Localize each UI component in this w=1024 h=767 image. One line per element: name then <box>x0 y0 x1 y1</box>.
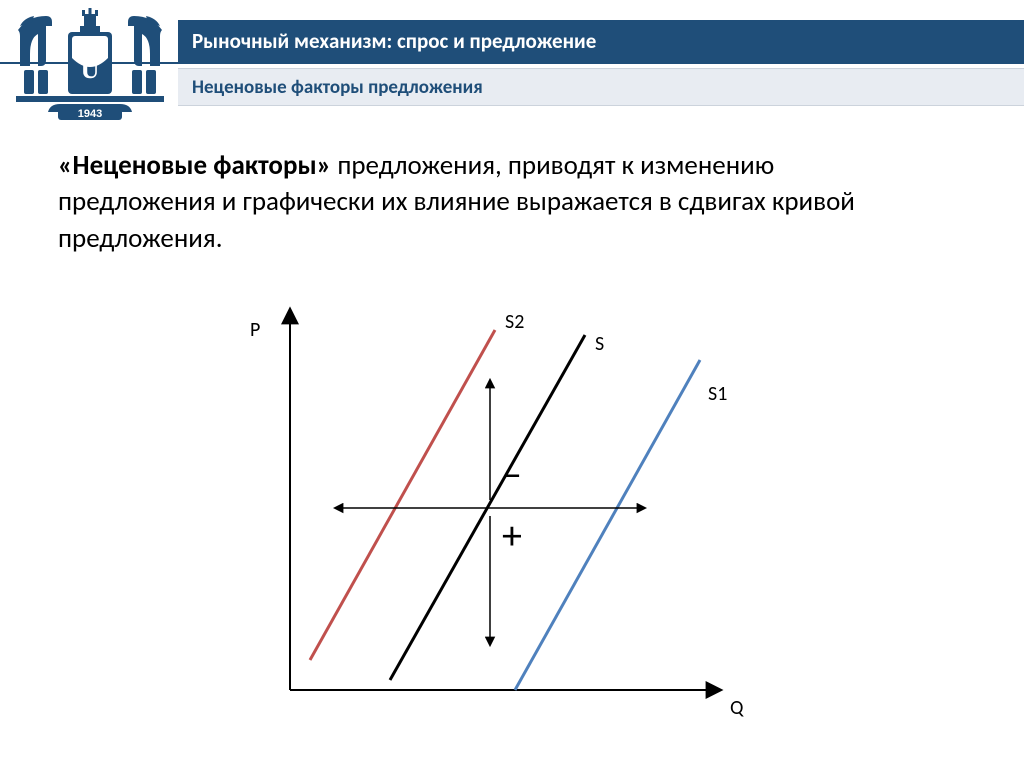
plus-sign: + <box>502 516 522 556</box>
label-s: S <box>595 332 604 356</box>
logo-year: 1943 <box>78 108 102 120</box>
university-logo: U 1943 <box>10 8 170 123</box>
body-lead-bold: «Неценовые факторы» <box>58 149 331 182</box>
label-s2: S2 <box>505 310 524 334</box>
svg-text:U: U <box>81 55 100 84</box>
slide-subtitle-band: Неценовые факторы предложения <box>178 68 1024 106</box>
minus-sign: – <box>502 454 522 494</box>
curve-s2 <box>310 330 495 660</box>
supply-shift-chart: P Q S2 S S1 – + <box>230 290 790 730</box>
y-axis-label: P <box>250 318 260 342</box>
body-paragraph: «Неценовые факторы» предложения, приводя… <box>58 148 938 257</box>
slide-subtitle: Неценовые факторы предложения <box>192 76 483 99</box>
x-axis-label: Q <box>730 696 743 720</box>
label-s1: S1 <box>708 382 727 406</box>
slide-title-band: Рыночный механизм: спрос и предложение <box>178 20 1024 62</box>
slide-title: Рыночный механизм: спрос и предложение <box>192 28 596 54</box>
